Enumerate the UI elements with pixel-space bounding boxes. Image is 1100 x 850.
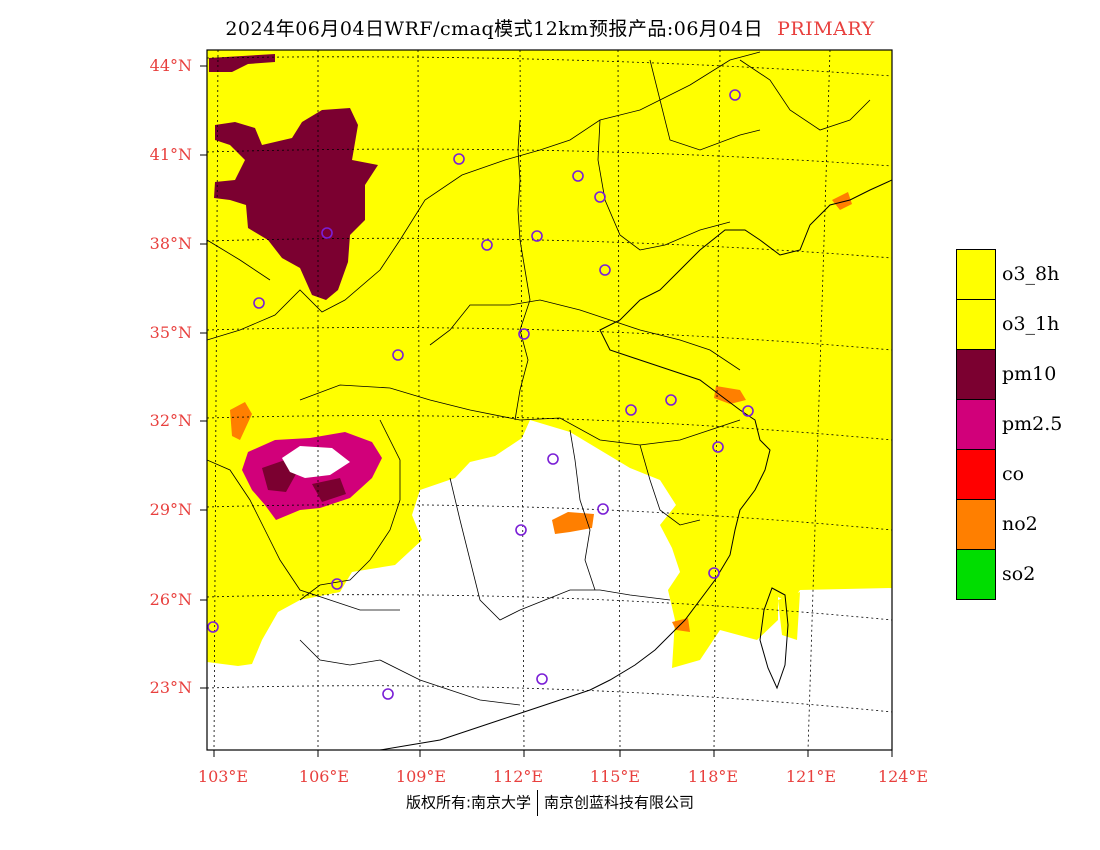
station-marker bbox=[392, 349, 404, 361]
legend-swatch bbox=[956, 549, 996, 600]
graticule bbox=[207, 50, 892, 750]
station-marker bbox=[742, 405, 754, 417]
station-marker bbox=[572, 170, 584, 182]
station-marker bbox=[712, 441, 724, 453]
o3-primary-region bbox=[207, 50, 892, 668]
title-main: 2024年06月04日WRF/cmaq模式12km预报产品:06月04日 bbox=[225, 18, 764, 40]
lat-label: 41°N bbox=[150, 145, 192, 164]
lat-label: 29°N bbox=[150, 500, 192, 519]
station-marker bbox=[531, 230, 543, 242]
no2-northeast bbox=[832, 192, 852, 210]
legend-label: co bbox=[1002, 463, 1025, 485]
plot-frame bbox=[206, 49, 893, 751]
station-marker bbox=[453, 153, 465, 165]
station-marker bbox=[599, 264, 611, 276]
legend-swatch bbox=[956, 249, 996, 300]
copyright-company: 南京创蓝科技有限公司 bbox=[544, 793, 695, 812]
legend-label: no2 bbox=[1002, 513, 1038, 535]
longitude-axis: 103°E 106°E 109°E 112°E 115°E 118°E 121°… bbox=[198, 767, 928, 786]
legend-label: o3_8h bbox=[1002, 263, 1060, 285]
copyright-owner: 版权所有:南京大学 bbox=[405, 793, 532, 812]
copyright-footer: 版权所有:南京大学 南京创蓝科技有限公司 bbox=[0, 790, 1100, 816]
pm10-north-region bbox=[214, 108, 378, 300]
lon-label: 112°E bbox=[493, 767, 543, 786]
legend-swatch bbox=[956, 499, 996, 550]
lat-label: 23°N bbox=[150, 678, 192, 697]
station-marker bbox=[729, 89, 741, 101]
station-marker bbox=[481, 239, 493, 251]
station-marker bbox=[708, 567, 720, 579]
legend-swatch bbox=[956, 449, 996, 500]
legend-swatch bbox=[956, 349, 996, 400]
station-marker bbox=[321, 227, 333, 239]
legend-swatch bbox=[956, 399, 996, 450]
taiwan-outline bbox=[759, 587, 789, 690]
map-title: 2024年06月04日WRF/cmaq模式12km预报产品:06月04日 PRIM… bbox=[0, 14, 1100, 41]
lon-label: 109°E bbox=[396, 767, 446, 786]
station-marker bbox=[253, 297, 265, 309]
legend-label: o3_1h bbox=[1002, 313, 1060, 335]
lat-label: 32°N bbox=[150, 411, 192, 430]
clean-patch-sichuan bbox=[282, 446, 350, 478]
title-tag: PRIMARY bbox=[777, 18, 875, 40]
monitoring-stations bbox=[207, 89, 754, 700]
station-marker bbox=[382, 688, 394, 700]
legend-label: so2 bbox=[1002, 563, 1036, 585]
legend-swatch bbox=[956, 299, 996, 350]
lon-label: 124°E bbox=[878, 767, 928, 786]
station-marker bbox=[597, 503, 609, 515]
station-marker bbox=[515, 524, 527, 536]
lat-label: 44°N bbox=[150, 56, 192, 75]
station-marker bbox=[518, 328, 530, 340]
no2-sichuan bbox=[230, 402, 252, 440]
no2-south-central bbox=[552, 512, 594, 534]
station-marker bbox=[625, 404, 637, 416]
pm10-sichuan-region bbox=[262, 460, 346, 502]
lon-label: 121°E bbox=[786, 767, 836, 786]
lat-label: 38°N bbox=[150, 234, 192, 253]
o3-region-coast-east bbox=[778, 592, 800, 640]
no2-jiangsu bbox=[714, 386, 746, 404]
lat-label: 35°N bbox=[150, 323, 192, 342]
station-marker bbox=[536, 673, 548, 685]
latitude-ticks bbox=[200, 65, 893, 757]
latitude-axis: 44°N 41°N 38°N 35°N 32°N 29°N 26°N 23°N bbox=[150, 56, 192, 697]
station-marker bbox=[207, 621, 219, 633]
station-marker bbox=[547, 453, 559, 465]
lon-label: 115°E bbox=[590, 767, 640, 786]
admin-boundaries bbox=[207, 51, 871, 706]
lon-label: 118°E bbox=[688, 767, 738, 786]
legend-label: pm2.5 bbox=[1002, 413, 1063, 435]
footer-divider bbox=[537, 790, 539, 816]
station-marker bbox=[665, 394, 677, 406]
station-marker bbox=[594, 191, 606, 203]
lon-label: 106°E bbox=[299, 767, 349, 786]
lat-label: 26°N bbox=[150, 590, 192, 609]
legend-label: pm10 bbox=[1002, 363, 1057, 385]
station-marker bbox=[331, 578, 343, 590]
coastline bbox=[379, 179, 892, 750]
lon-label: 103°E bbox=[198, 767, 248, 786]
pm10-northwest-strip bbox=[209, 54, 275, 72]
